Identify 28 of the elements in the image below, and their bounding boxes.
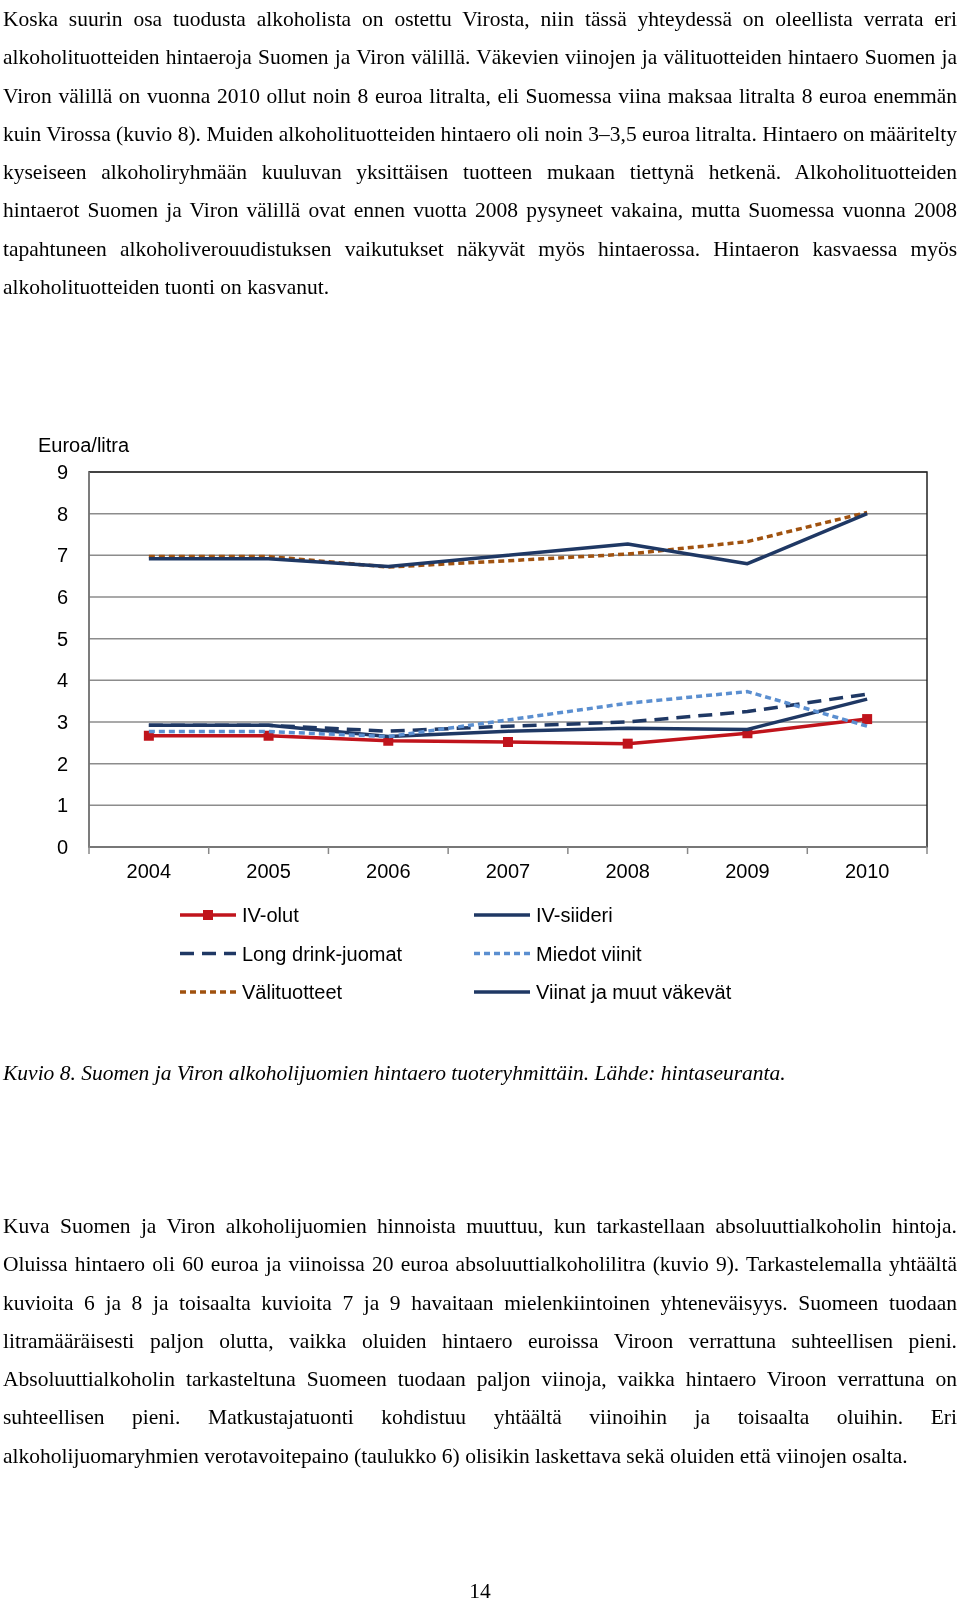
text: Kuva Suomen ja Viron alkoholijuomien hinnoista muuttuu, kun tarkastellaan absoluuttialkoholin hintoja. Oluissa hintaero oli 60 euroa ja viinoissa 20 euroa absoluuttialkoholilitra (kuvio 9). Tarkastelemalla yhtäältä kuvioita 6 ja 8 ja toisaalta kuvioita 7 ja 9 havaitaan mielenkiintoinen yhteneväisyys. Suomeen tuodaan litramääräisesti paljon olutta, vaikka oluiden hintaero euroissa Viroon verrattuna suhteellisen pieni. Absoluuttialkoholin tarkasteltuna Suomeen tuodaan paljon viinoja, vaikka hintaero Viroon verrattuna on suhteellisen pieni. Matkustajatuonti kohdistuu yhtäältä viinoihin ja toisaalta oluihin. Eri alkoholijuomaryhmien verotavoitepaino (taulukko 6) olisikin laskettava sekä oluiden että viinojen osalta. xyxy=(3,1213,957,1470)
x-tick-label: 2007 xyxy=(485,860,531,882)
x-tick-label: 2008 xyxy=(605,860,650,882)
x-tick-label: 2004 xyxy=(126,860,172,882)
y-tick-label: 2 xyxy=(56,752,68,775)
y-tick-label: 9 xyxy=(56,461,68,483)
text: Kuvio 8. Suomen ja Viron alkoholijuomien hintaero tuoteryhmittäin. Lähde: hintaseuranta. xyxy=(3,1060,787,1087)
legend-label: IV-olut xyxy=(242,904,300,926)
text: Koska suurin osa tuodusta alkoholista on ostettu Virosta, niin tässä yhteydessä on oleellista verrata eri alkoholituotteiden hintaeroja Suomen ja Viron välillä. Väkevien viinojen ja välituotteiden hintaero Suomen ja Viron välillä on vuonna 2010 ollut noin 8 euroa litralta, eli Suomessa viina maksaa litralta 8 euroa enemmän kuin Virossa (kuvio 8). Muiden alkoholituotteiden hintaero oli noin 3–3,5 euroa litralta. Hintaero on määritelty kyseiseen alkoholiryhmään kuuluvan yksittäisen tuotteen mukaan tiettynä hetkenä. Alkoholituotteiden hintaerot Suomen ja Viron välillä ovat ennen vuotta 2008 pysyneet vakaina, mutta Suomessa vuonna 2008 tapahtuneen alkoholiverouudistuksen vaikutukset näkyvät myös hintaerossa. Hintaeron kasvaessa myös alkoholituotteiden tuonti on kasvanut. xyxy=(3,6,957,302)
y-tick-label: 7 xyxy=(56,544,68,567)
y-tick-label: 5 xyxy=(56,627,68,650)
y-tick-label: 0 xyxy=(56,836,68,858)
legend-label: Viinat ja muut väkevät xyxy=(536,981,732,1003)
legend-label: IV-siideri xyxy=(536,904,613,926)
y-tick-label: 8 xyxy=(56,502,68,525)
x-tick-label: 2010 xyxy=(844,860,890,882)
x-tick-label: 2009 xyxy=(725,860,770,882)
x-tick-label: 2005 xyxy=(246,860,291,882)
y-tick-label: 6 xyxy=(56,586,68,608)
y-tick-label: 4 xyxy=(56,669,68,692)
y-tick-label: 1 xyxy=(56,794,68,817)
x-tick-label: 2006 xyxy=(366,860,411,882)
legend-label: Miedot viinit xyxy=(536,942,643,965)
legend-label: Välituotteet xyxy=(242,981,343,1003)
y-axis-title: Euroa/litra xyxy=(38,434,131,456)
text: 14 xyxy=(468,1578,492,1603)
y-tick-label: 3 xyxy=(56,711,68,733)
legend-label: Long drink-juomat xyxy=(242,942,403,965)
